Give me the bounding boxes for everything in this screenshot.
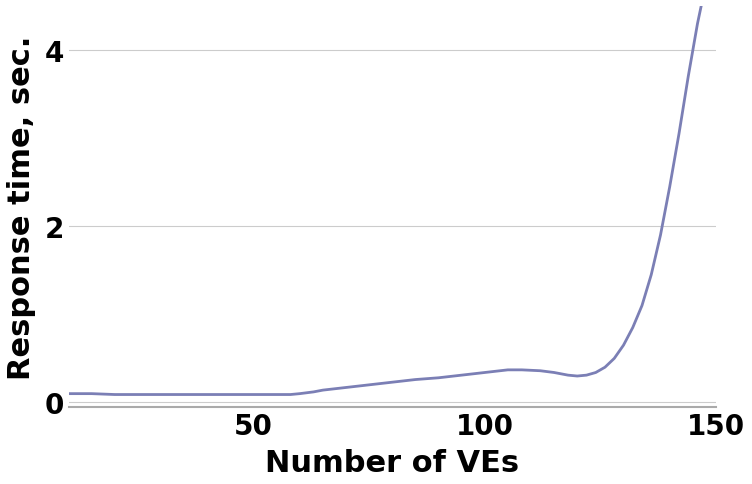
X-axis label: Number of VEs: Number of VEs: [265, 448, 520, 477]
Y-axis label: Response time, sec.: Response time, sec.: [7, 35, 36, 379]
